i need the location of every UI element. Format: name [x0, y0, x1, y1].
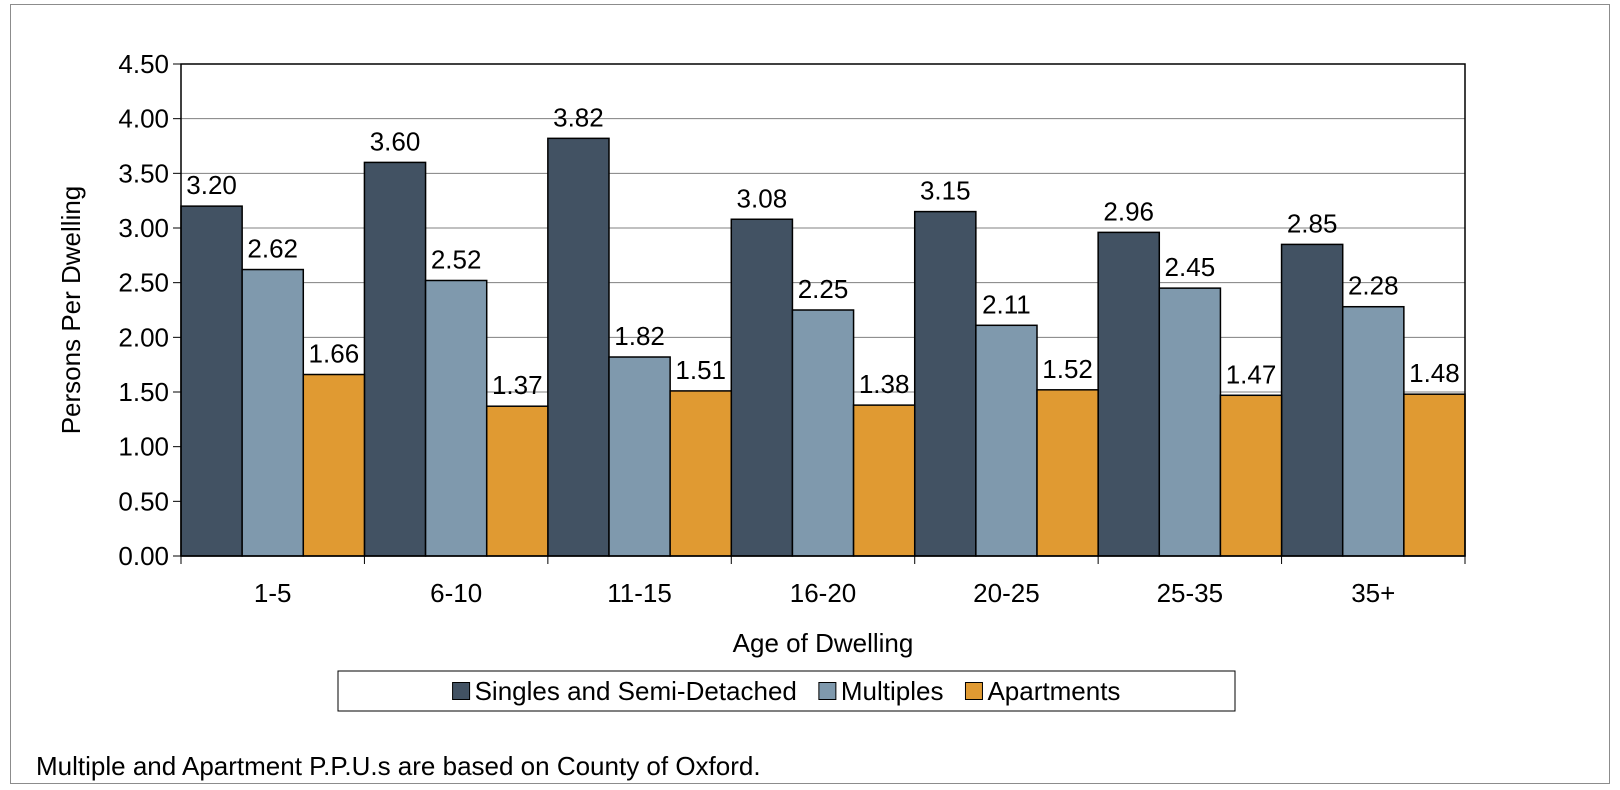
- y-tick-label: 0.50: [118, 486, 169, 516]
- legend-label-apartments: Apartments: [987, 676, 1120, 706]
- x-tick-label: 20-25: [973, 578, 1040, 608]
- bar-apartments: [852, 404, 916, 557]
- data-label: 3.20: [186, 170, 237, 200]
- y-tick-label: 2.00: [118, 322, 169, 352]
- bar-apartments: [1403, 393, 1466, 557]
- y-tick-label: 4.50: [118, 49, 169, 79]
- y-axis-title: Persons Per Dwelling: [56, 186, 86, 435]
- data-label: 2.96: [1103, 196, 1154, 226]
- x-tick-label: 25-35: [1157, 578, 1224, 608]
- bar-apartments: [1219, 394, 1283, 557]
- legend-swatch-multiples: [818, 682, 837, 700]
- x-tick-label: 1-5: [254, 578, 292, 608]
- x-tick-label: 35+: [1351, 578, 1395, 608]
- data-label: 3.08: [737, 183, 788, 213]
- bar-singles-and-semi-detached: [547, 137, 610, 557]
- data-label: 1.66: [309, 339, 360, 369]
- y-tick-label: 3.00: [118, 213, 169, 243]
- bar-singles-and-semi-detached: [1097, 231, 1161, 557]
- bar-multiples: [1158, 287, 1222, 557]
- data-label: 2.52: [431, 244, 482, 274]
- legend-swatch-singles-and-semi-detached: [452, 682, 471, 700]
- bar-multiples: [975, 324, 1038, 557]
- data-label: 2.85: [1287, 208, 1338, 238]
- bar-apartments: [1036, 389, 1099, 557]
- legend-box: [337, 670, 1236, 712]
- bar-multiples: [241, 268, 305, 557]
- bar-multiples: [424, 279, 488, 557]
- y-tick-label: 4.00: [118, 104, 169, 134]
- data-label: 2.45: [1165, 252, 1216, 282]
- data-label: 1.37: [492, 370, 543, 400]
- y-tick-label: 1.50: [118, 377, 169, 407]
- bar-apartments: [669, 390, 733, 557]
- data-label: 1.47: [1226, 359, 1277, 389]
- bar-singles-and-semi-detached: [1280, 243, 1344, 557]
- bar-multiples: [791, 309, 855, 557]
- x-axis-title: Age of Dwelling: [733, 628, 914, 658]
- data-label: 3.82: [553, 102, 604, 132]
- bar-multiples: [1341, 305, 1405, 557]
- footnote: Multiple and Apartment P.P.U.s are based…: [36, 751, 761, 781]
- y-tick-label: 0.00: [118, 541, 169, 571]
- bar-apartments: [485, 405, 549, 557]
- x-tick-label: 6-10: [430, 578, 482, 608]
- data-label: 3.60: [370, 126, 421, 156]
- legend-label-multiples: Multiples: [841, 676, 944, 706]
- data-label: 1.52: [1042, 354, 1093, 384]
- bar-singles-and-semi-detached: [180, 205, 243, 557]
- data-label: 2.28: [1348, 271, 1399, 301]
- bar-singles-and-semi-detached: [363, 161, 427, 557]
- data-label: 1.38: [859, 369, 910, 399]
- y-tick-label: 2.50: [118, 268, 169, 298]
- legend-label-singles-and-semi-detached: Singles and Semi-Detached: [475, 676, 797, 706]
- data-label: 1.48: [1409, 358, 1460, 388]
- bar-apartments: [302, 373, 366, 557]
- y-tick-label: 1.00: [118, 432, 169, 462]
- plot-area-border: [180, 63, 1466, 557]
- data-label: 2.25: [798, 274, 849, 304]
- bar-multiples: [608, 356, 671, 557]
- data-label: 3.15: [920, 176, 971, 206]
- data-label: 1.82: [614, 321, 665, 351]
- data-label: 2.11: [982, 289, 1031, 319]
- bar-singles-and-semi-detached: [730, 218, 794, 557]
- x-tick-label: 16-20: [790, 578, 857, 608]
- bar-singles-and-semi-detached: [913, 210, 977, 557]
- y-tick-label: 3.50: [118, 158, 169, 188]
- data-label: 2.62: [247, 234, 298, 264]
- x-tick-label: 11-15: [607, 578, 672, 608]
- legend-swatch-apartments: [964, 682, 983, 700]
- data-label: 1.51: [675, 355, 726, 385]
